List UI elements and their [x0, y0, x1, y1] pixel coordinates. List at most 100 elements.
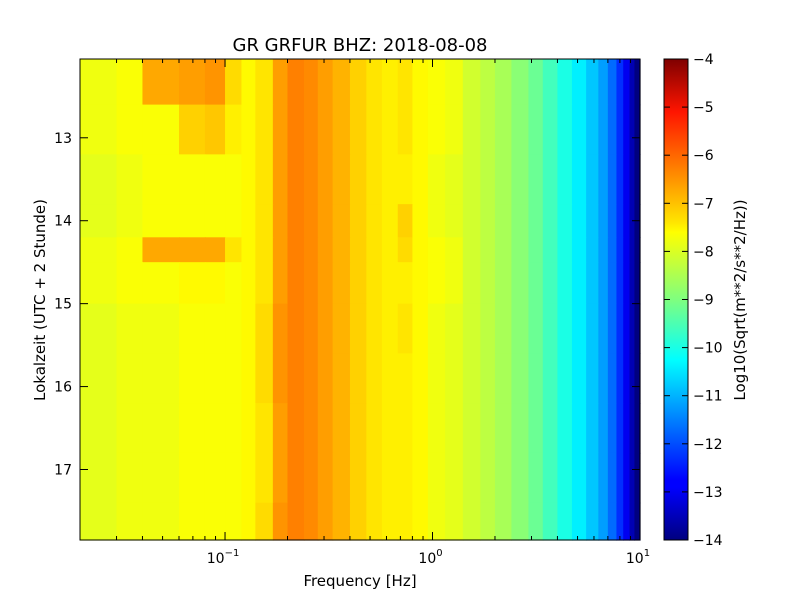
heatmap-cell — [287, 403, 305, 454]
heatmap-cell — [462, 204, 481, 238]
heatmap-cell — [480, 59, 496, 106]
heatmap-cell — [381, 154, 399, 205]
colorbar-tick-label: −9 — [693, 293, 714, 309]
heatmap-cell — [528, 154, 544, 205]
heatmap-cell — [349, 502, 367, 541]
colorbar-tick-label: −14 — [693, 533, 723, 549]
heatmap-cell — [287, 353, 305, 404]
heatmap-cell — [480, 353, 496, 404]
heatmap-cell — [80, 403, 118, 454]
heatmap-cell — [255, 353, 274, 404]
heatmap-cell — [204, 452, 226, 504]
heatmap-cell — [528, 237, 544, 263]
heatmap-cell — [634, 353, 641, 404]
heatmap-cell — [427, 452, 446, 504]
colorbar-label: Log10(Sqrt(m**2/s**2/Hz)) — [731, 199, 749, 401]
heatmap-cell — [571, 303, 587, 355]
heatmap-cell — [557, 452, 573, 504]
heatmap-cell — [179, 204, 206, 238]
heatmap-cell — [616, 403, 624, 454]
chart-title: GR GRFUR BHZ: 2018-08-08 — [232, 35, 488, 56]
heatmap-cell — [480, 452, 496, 504]
heatmap-cell — [462, 59, 481, 106]
heatmap-cell — [381, 59, 399, 106]
heatmap-cell — [634, 502, 641, 541]
heatmap-cell — [272, 154, 289, 205]
heatmap-cell — [255, 502, 274, 541]
heatmap-cell — [179, 403, 206, 454]
heatmap-cell — [241, 237, 256, 263]
y-tick-label: 17 — [54, 463, 72, 479]
heatmap-cell — [349, 353, 367, 404]
heatmap-cell — [623, 104, 631, 155]
heatmap-cell — [366, 59, 383, 106]
heatmap-cell — [255, 154, 274, 205]
heatmap-cell — [412, 59, 429, 106]
heatmap-cell — [462, 154, 481, 205]
heatmap-cell — [557, 104, 573, 155]
heatmap-cell — [557, 502, 573, 541]
heatmap-cell — [586, 237, 599, 263]
heatmap-cell — [462, 262, 481, 305]
heatmap-cell — [179, 237, 206, 263]
heatmap-cell — [142, 237, 180, 263]
heatmap-cell — [542, 104, 559, 155]
heatmap-cell — [571, 403, 587, 454]
heatmap-cell — [179, 353, 206, 404]
heatmap-cell — [287, 303, 305, 355]
heatmap-cell — [142, 204, 180, 238]
heatmap-cell — [607, 262, 618, 305]
heatmap-cell — [634, 154, 641, 205]
x-tick-label: 10−1 — [207, 548, 240, 567]
heatmap-cell — [445, 104, 464, 155]
heatmap-cell — [557, 154, 573, 205]
heatmap-cell — [179, 154, 206, 205]
heatmap-cell — [332, 353, 351, 404]
heatmap-cell — [571, 204, 587, 238]
heatmap-cell — [397, 154, 413, 205]
heatmap-cell — [332, 502, 351, 541]
heatmap-cell — [427, 262, 446, 305]
heatmap-cell — [225, 452, 243, 504]
y-axis-label: Lokalzeit (UTC + 2 Stunde) — [31, 199, 49, 401]
heatmap-cell — [480, 154, 496, 205]
heatmap-cell — [317, 452, 334, 504]
heatmap-cell — [598, 353, 609, 404]
heatmap-cell — [634, 403, 641, 454]
heatmap-cell — [629, 403, 636, 454]
heatmap-cell — [272, 502, 289, 541]
heatmap-cell — [634, 262, 641, 305]
heatmap-cell — [462, 452, 481, 504]
heatmap-cell — [255, 452, 274, 504]
heatmap-cell — [571, 59, 587, 106]
heatmap-cell — [571, 154, 587, 205]
heatmap-cell — [381, 403, 399, 454]
heatmap-cell — [616, 303, 624, 355]
heatmap-cell — [412, 502, 429, 541]
heatmap-cell — [557, 204, 573, 238]
heatmap-cell — [225, 502, 243, 541]
heatmap-cell — [397, 104, 413, 155]
heatmap-cell — [629, 262, 636, 305]
heatmap-cell — [225, 303, 243, 355]
heatmap-cell — [349, 154, 367, 205]
heatmap-cell — [225, 59, 243, 106]
heatmap-cell — [462, 303, 481, 355]
colorbar-tick-label: −6 — [693, 148, 714, 164]
heatmap-cell — [494, 262, 512, 305]
heatmap-cell — [629, 154, 636, 205]
heatmap-cell — [607, 104, 618, 155]
heatmap-cell — [397, 59, 413, 106]
heatmap-cell — [349, 452, 367, 504]
heatmap-cell — [571, 104, 587, 155]
heatmap-cell — [80, 353, 118, 404]
heatmap-cell — [255, 237, 274, 263]
heatmap-cell — [204, 353, 226, 404]
heatmap-cell — [586, 204, 599, 238]
heatmap-cell — [225, 353, 243, 404]
heatmap-cell — [445, 303, 464, 355]
heatmap-cell — [623, 262, 631, 305]
heatmap-cell — [80, 502, 118, 541]
heatmap-cell — [445, 154, 464, 205]
